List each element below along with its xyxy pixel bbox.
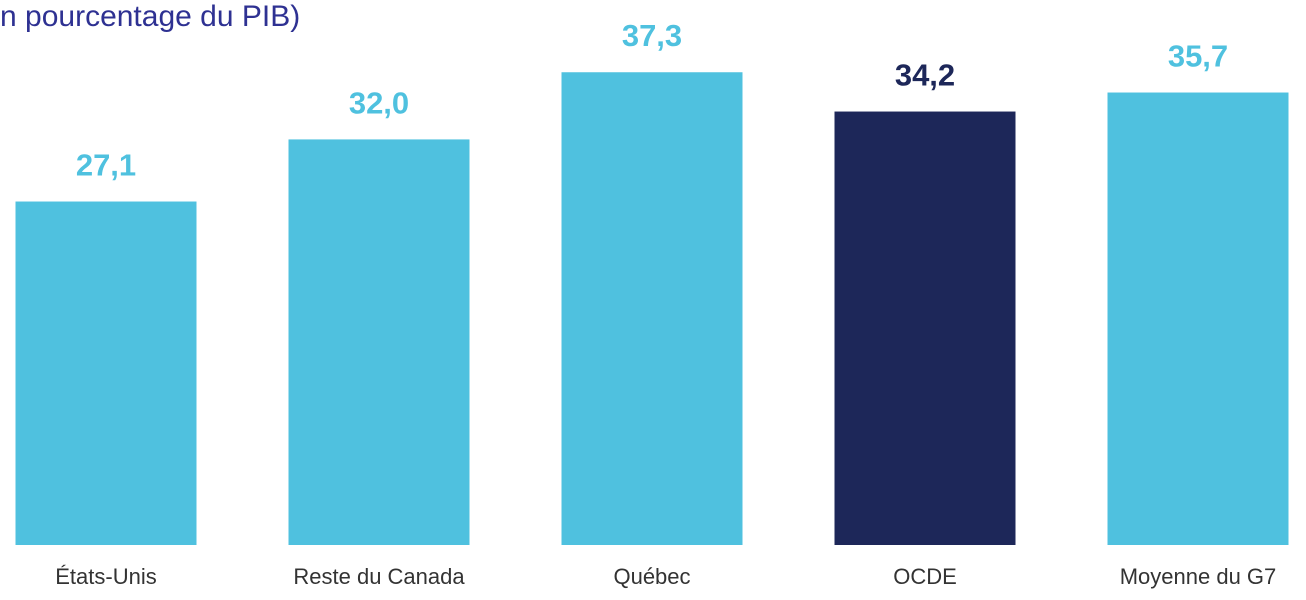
x-tick-label: États-Unis — [55, 564, 156, 589]
chart-title: n pourcentage du PIB) — [0, 0, 300, 33]
value-label: 32,0 — [349, 85, 409, 120]
bar — [1107, 92, 1289, 545]
value-label: 35,7 — [1168, 39, 1228, 74]
bar — [288, 139, 470, 545]
bar — [561, 72, 743, 545]
x-tick-label: Moyenne du G7 — [1120, 564, 1277, 589]
bar — [834, 111, 1016, 545]
x-tick-label: Reste du Canada — [293, 564, 465, 589]
bar — [15, 201, 197, 545]
x-tick-label: Québec — [613, 564, 690, 589]
value-label: 37,3 — [622, 18, 682, 53]
value-label: 27,1 — [76, 148, 136, 183]
value-label: 34,2 — [895, 58, 955, 93]
x-tick-label: OCDE — [893, 564, 957, 589]
